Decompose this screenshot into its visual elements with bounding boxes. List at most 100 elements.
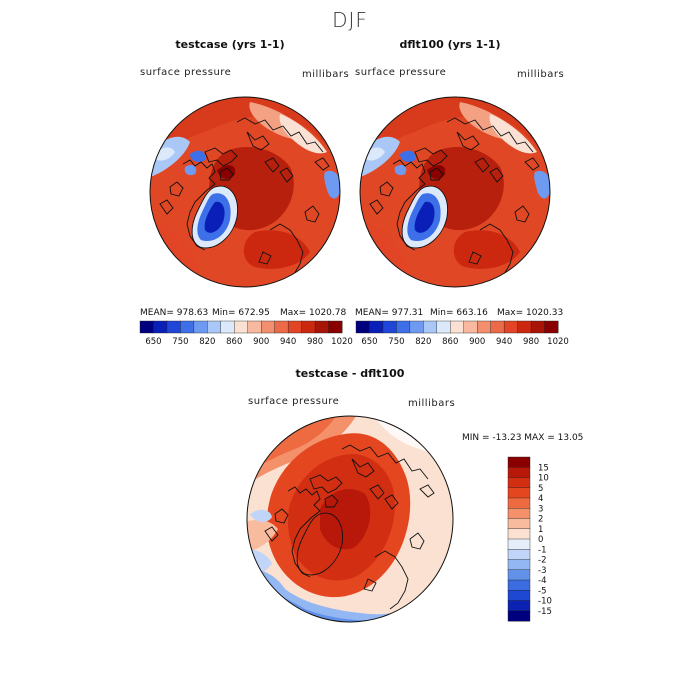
colorbar-top-right: 650 750 820 860 900 940 980 1020	[355, 320, 569, 347]
colorbar-top-left-swatch	[139, 320, 154, 334]
panel2-title: dflt100 (yrs 1-1)	[399, 38, 501, 51]
colorbar-top-left-swatch	[193, 320, 208, 334]
colorbar-diff-tick-label: -1	[538, 545, 546, 555]
colorbar-top-right-tick-label: 940	[496, 337, 512, 347]
panel2-units: millibars	[517, 69, 565, 80]
panel1-mean: MEAN= 978.63	[140, 308, 209, 318]
colorbar-top-left-tick-label: 750	[172, 337, 188, 347]
colorbar-top-right-swatch	[477, 320, 492, 334]
colorbar-top-left-swatch	[220, 320, 235, 334]
colorbar-top-right-swatch	[396, 320, 411, 334]
colorbar-diff-tick-label: -5	[538, 586, 546, 596]
colorbar-diff-swatch	[507, 518, 531, 530]
colorbar-diff-swatch	[507, 497, 531, 509]
colorbar-diff-tick-label: 0	[538, 535, 543, 545]
colorbar-top-left-swatch	[247, 320, 262, 334]
panel2-mean: MEAN= 977.31	[355, 308, 424, 318]
colorbar-top-right-swatch	[503, 320, 519, 334]
panel1-title: testcase (yrs 1-1)	[175, 38, 285, 51]
colorbar-diff-tick-label: -15	[538, 607, 552, 617]
panel1-variable: surface pressure	[140, 67, 232, 78]
panel1-min: Min= 672.95	[212, 308, 270, 318]
colorbar-top-left-swatch	[328, 320, 343, 334]
panel1-units: millibars	[302, 69, 350, 80]
panel1-map	[149, 96, 341, 288]
colorbar-diff-swatch	[507, 579, 531, 591]
panel1-max: Max= 1020.78	[280, 308, 347, 318]
diff-title: testcase - dflt100	[295, 367, 405, 380]
colorbar-top-left-tick-label: 980	[307, 337, 323, 347]
colorbar-diff-swatch	[507, 559, 531, 571]
colorbar-diff-tick-label: -2	[538, 556, 546, 566]
panel2-map	[359, 96, 551, 288]
colorbar-top-left-swatch	[166, 320, 181, 334]
colorbar-top-right-swatch	[436, 320, 451, 334]
colorbar-diff-swatch	[507, 569, 531, 581]
colorbar-diff-swatch	[507, 600, 531, 612]
diff-units: millibars	[408, 398, 456, 409]
diff-min-max: MIN = -13.23 MAX = 13.05	[462, 433, 584, 443]
colorbar-top-left-swatch	[153, 320, 168, 334]
colorbar-diff-swatch	[507, 467, 531, 479]
colorbar-top-right-swatch	[369, 320, 384, 334]
colorbar-diff-swatch	[507, 487, 531, 499]
colorbar-top-left-swatch	[234, 320, 249, 334]
colorbar-top-right-swatch	[463, 320, 478, 334]
colorbar-diff-swatch	[507, 456, 531, 468]
panel2-max: Max= 1020.33	[497, 308, 564, 318]
colorbar-top-left-swatch	[274, 320, 289, 334]
colorbar-top-right-tick-label: 1020	[547, 337, 569, 347]
colorbar-top-right-tick-label: 820	[415, 337, 431, 347]
colorbar-top-left-tick-label: 1020	[331, 337, 353, 347]
colorbar-diff-swatch	[507, 549, 531, 561]
colorbar-top-left-swatch	[180, 320, 195, 334]
colorbar-top-left-tick-label: 940	[280, 337, 296, 347]
colorbar-diff-swatch	[507, 528, 531, 540]
colorbar-diff-tick-label: 2	[538, 515, 543, 525]
colorbar-top-left-tick-label: 820	[199, 337, 215, 347]
colorbar-top-left-swatch	[314, 320, 330, 334]
colorbar-diff-swatch	[507, 538, 531, 550]
diff-variable: surface pressure	[248, 396, 340, 407]
diff-map	[246, 415, 454, 623]
colorbar-top-left-swatch	[287, 320, 303, 334]
colorbar-diff-swatch	[507, 508, 531, 520]
colorbar-top-right-swatch	[490, 320, 505, 334]
colorbar-top-left-tick-label: 900	[253, 337, 269, 347]
colorbar-top-right-tick-label: 900	[469, 337, 485, 347]
colorbar-top-left: 650 750 820 860 900 940 980 1020	[139, 320, 353, 347]
colorbar-diff-swatch	[507, 590, 531, 602]
colorbar-top-right-swatch	[382, 320, 397, 334]
colorbar-diff-tick-label: 1	[538, 525, 543, 535]
colorbar-top-left-swatch	[207, 320, 222, 334]
panel2-min: Min= 663.16	[430, 308, 488, 318]
colorbar-top-left-tick-label: 860	[226, 337, 242, 347]
colorbar-top-right-swatch	[450, 320, 465, 334]
colorbar-top-left-swatch	[261, 320, 276, 334]
colorbar-top-right-swatch	[355, 320, 370, 334]
colorbar-top-right-swatch	[517, 320, 532, 334]
colorbar-diff-tick-label: 5	[538, 484, 543, 494]
season-title: DJF	[332, 8, 368, 32]
colorbar-diff-tick-label: 4	[538, 494, 543, 504]
colorbar-diff-swatch	[507, 477, 531, 489]
colorbar-top-left-tick-label: 650	[145, 337, 161, 347]
colorbar-top-right-swatch	[409, 320, 424, 334]
panel2-variable: surface pressure	[355, 67, 447, 78]
colorbar-top-right-tick-label: 980	[523, 337, 539, 347]
colorbar-top-right-swatch	[544, 320, 559, 334]
colorbar-top-left-swatch	[301, 320, 316, 334]
colorbar-diff-tick-label: 3	[538, 504, 543, 514]
colorbar-diff-tick-label: 10	[538, 474, 549, 484]
colorbar-top-right-tick-label: 650	[361, 337, 377, 347]
colorbar-top-right-tick-label: 750	[388, 337, 404, 347]
colorbar-diff-tick-label: 15	[538, 463, 549, 473]
colorbar-diff-tick-label: -4	[538, 576, 546, 586]
colorbar-diff-tick-label: -3	[538, 566, 546, 576]
colorbar-diff-swatch	[507, 610, 531, 622]
colorbar-diff-tick-label: -10	[538, 597, 552, 607]
colorbar-top-right-swatch	[423, 320, 438, 334]
colorbar-top-right-swatch	[530, 320, 546, 334]
